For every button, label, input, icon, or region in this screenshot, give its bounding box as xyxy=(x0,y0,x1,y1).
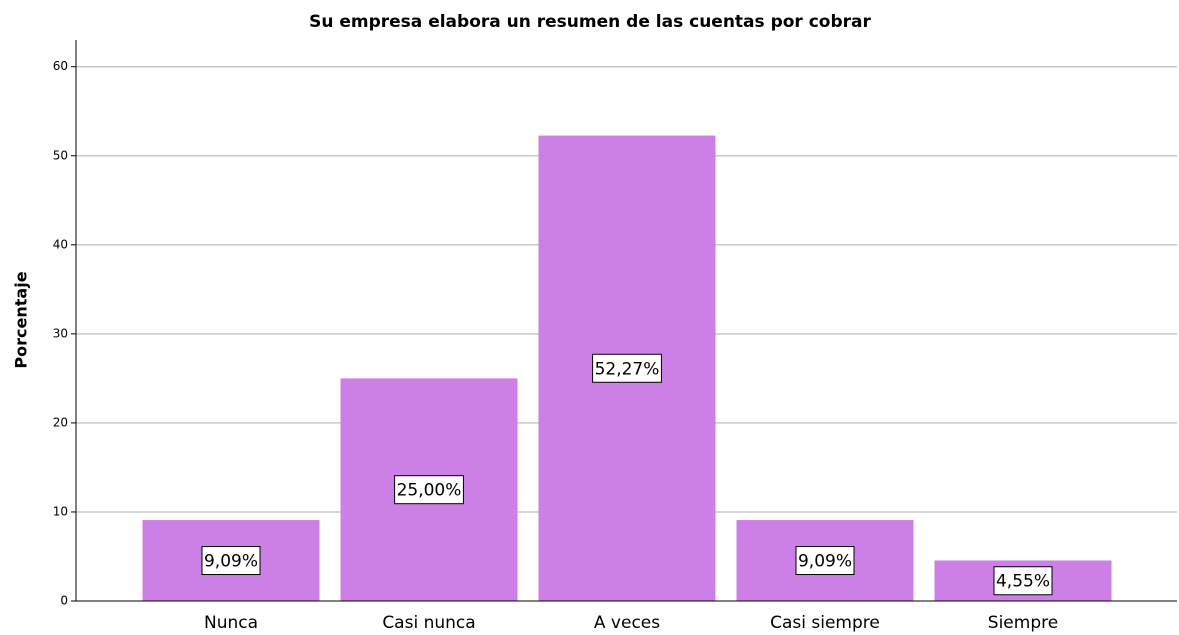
value-label: 25,00% xyxy=(397,481,462,501)
x-tick-label: Siempre xyxy=(988,613,1058,633)
value-label: 52,27% xyxy=(595,359,660,379)
x-tick-label: Nunca xyxy=(204,613,258,633)
value-label-box xyxy=(993,566,1053,596)
value-label-box xyxy=(394,475,464,505)
y-tick-label: 0 xyxy=(60,594,68,608)
y-tick-label: 60 xyxy=(53,59,68,73)
value-label-box xyxy=(201,546,261,576)
x-tick-label: A veces xyxy=(594,613,660,633)
x-tick-label: Casi siempre xyxy=(770,613,880,633)
x-tick-label: Casi nunca xyxy=(382,613,475,633)
y-tick-label: 40 xyxy=(53,237,68,251)
value-label: 9,09% xyxy=(204,552,258,572)
y-axis-label: Porcentaje xyxy=(12,271,31,368)
chart-title: Su empresa elabora un resumen de las cue… xyxy=(309,12,871,32)
value-label-box xyxy=(592,353,662,383)
y-tick-label: 10 xyxy=(53,504,68,518)
value-label: 4,55% xyxy=(996,572,1050,592)
y-tick-label: 20 xyxy=(53,415,68,429)
y-tick-label: 30 xyxy=(53,326,68,340)
value-label-box xyxy=(795,546,855,576)
y-tick-label: 50 xyxy=(53,148,68,162)
value-label: 9,09% xyxy=(798,552,852,572)
